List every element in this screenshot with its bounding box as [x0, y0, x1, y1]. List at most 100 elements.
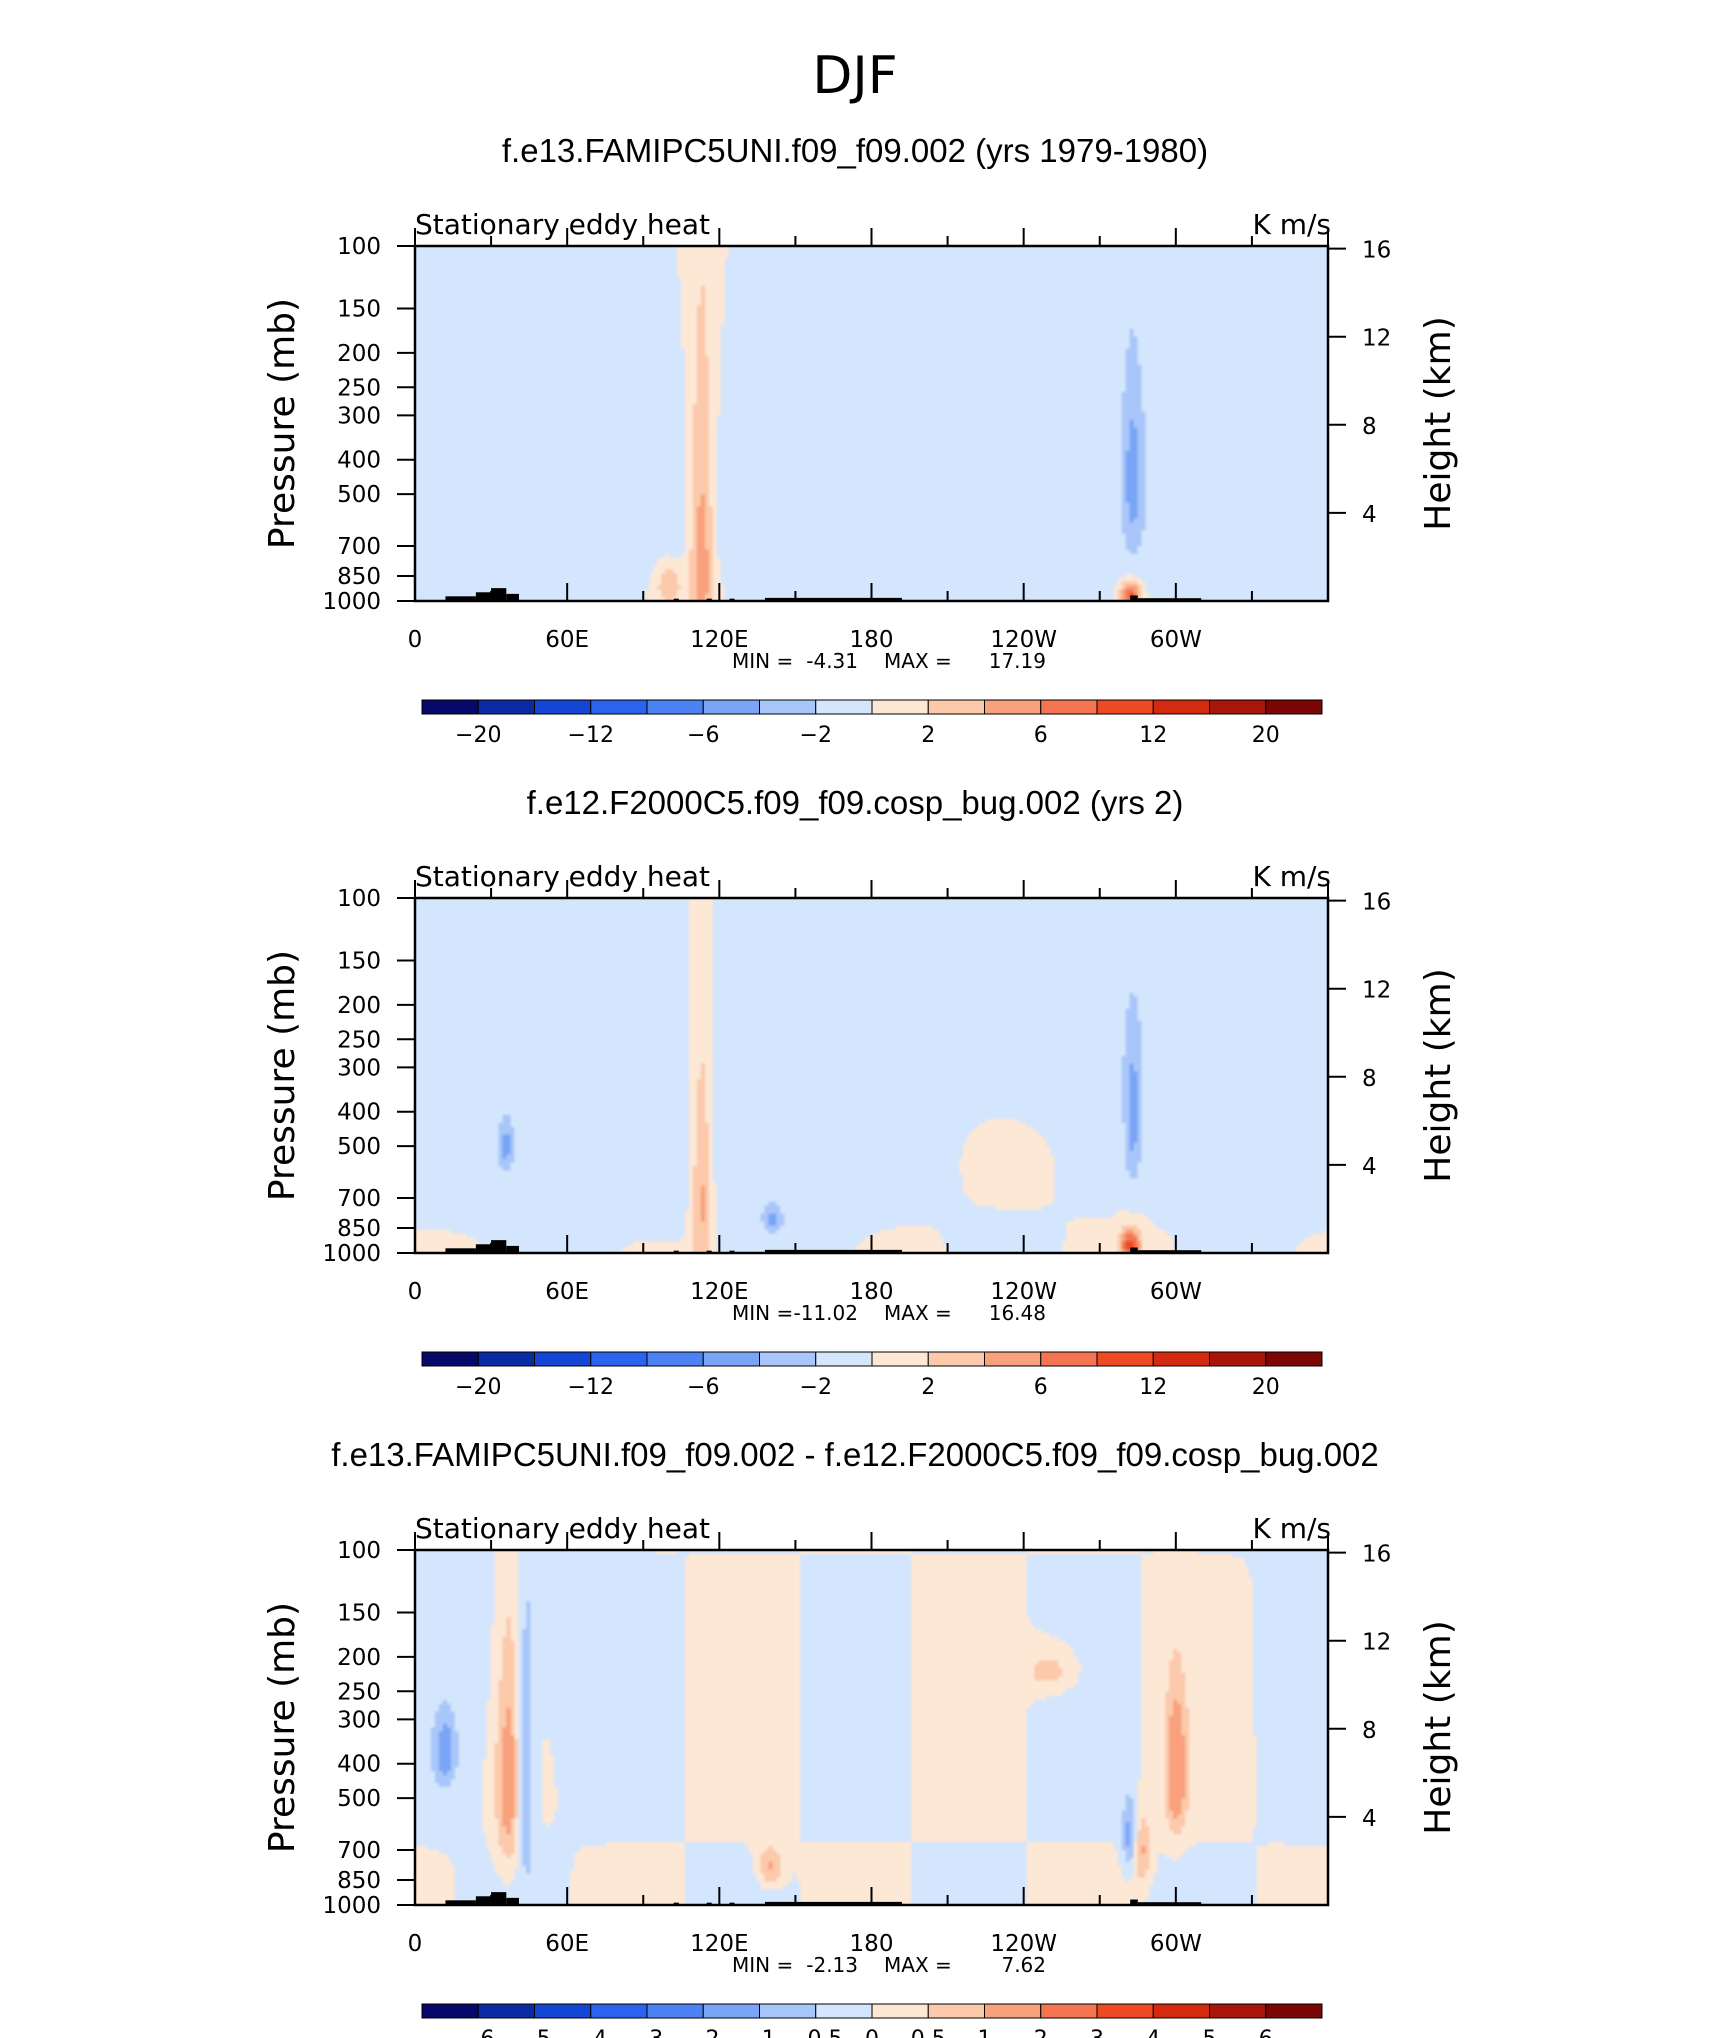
y-tick-label: 850 [337, 1868, 381, 1894]
colorbar-swatch [1209, 1351, 1267, 1367]
variable-label: Stationary eddy heat [415, 860, 710, 893]
colorbar-swatch [815, 2003, 873, 2019]
colorbar-swatch [534, 1351, 592, 1367]
colorbar-label: 6 [1259, 2027, 1273, 2038]
colorbar-label: −6 [462, 2027, 494, 2038]
units-label: K m/s [1252, 208, 1331, 241]
colorbar: −20 −12 −6 −2 2 6 12 20 [421, 699, 1323, 748]
colorbar-swatch [984, 1351, 1042, 1367]
x-tick-label: 180 [850, 1279, 894, 1305]
colorbar-swatch [421, 2003, 479, 2019]
colorbar-swatch [815, 1351, 873, 1367]
colorbar-label: −5 [518, 2027, 550, 2038]
colorbar-label: −20 [455, 723, 501, 748]
y2-tick-label: 12 [1362, 326, 1391, 352]
y2-axis-label: Height (km) [1418, 316, 1459, 530]
colorbar-swatch [534, 2003, 592, 2019]
colorbar-swatch [1040, 2003, 1098, 2019]
contour-field [415, 1550, 1328, 1905]
y-tick-label: 100 [337, 1538, 381, 1564]
colorbar-label: 4 [1146, 2027, 1160, 2038]
y2-tick-label: 4 [1362, 1806, 1377, 1832]
x-tick-label: 120E [690, 1931, 748, 1957]
max-value: 17.19 [989, 649, 1046, 673]
colorbar-label: −6 [687, 723, 719, 748]
y2-tick-label: 16 [1362, 238, 1391, 264]
max-label: MAX = [884, 1301, 952, 1325]
topography [475, 1896, 492, 1905]
colorbar-swatch [815, 699, 873, 715]
max-label: MAX = [884, 1953, 952, 1977]
colorbar-swatch [534, 699, 592, 715]
contour-field [415, 898, 1328, 1253]
variable-label: Stationary eddy heat [415, 1512, 710, 1545]
colorbar-swatch [759, 699, 817, 715]
colorbar-swatch [984, 699, 1042, 715]
x-tick-label: 60E [545, 627, 589, 653]
x-tick-label: 60E [545, 1931, 589, 1957]
topography [491, 1240, 507, 1253]
colorbar-label: 2 [921, 1375, 935, 1400]
colorbar-swatch [1152, 2003, 1210, 2019]
variable-label: Stationary eddy heat [415, 208, 710, 241]
x-tick-label: 180 [850, 1931, 894, 1957]
y-tick-label: 200 [337, 993, 381, 1019]
x-tick-label: 120W [990, 627, 1057, 653]
chart-panel-2: f.e12.F2000C5.f09_f09.cosp_bug.002 (yrs … [262, 784, 1459, 1400]
y-tick-label: 700 [337, 1186, 381, 1212]
topography [491, 588, 507, 601]
colorbar-swatch [1096, 1351, 1154, 1367]
topography [1137, 1902, 1202, 1905]
x-tick-label: 120W [990, 1279, 1057, 1305]
colorbar-label: −2 [800, 1375, 832, 1400]
colorbar-label: 20 [1252, 1375, 1280, 1400]
x-tick-label: 60W [1150, 1279, 1202, 1305]
x-tick-label: 120E [690, 627, 748, 653]
colorbar-label: 3 [1090, 2027, 1104, 2038]
y-axis-label: Pressure (mb) [262, 298, 303, 549]
colorbar-swatch [759, 1351, 817, 1367]
colorbar-label: −3 [631, 2027, 663, 2038]
y-tick-label: 1000 [322, 1893, 381, 1919]
colorbar-swatch [477, 2003, 535, 2019]
colorbar-swatch [646, 1351, 704, 1367]
y-tick-label: 150 [337, 949, 381, 975]
x-tick-label: 120W [990, 1931, 1057, 1957]
topography [475, 1244, 492, 1253]
colorbar-swatch [1209, 2003, 1267, 2019]
y-tick-label: 250 [337, 375, 381, 401]
colorbar-label: −20 [455, 1375, 501, 1400]
colorbar-swatch [702, 1351, 760, 1367]
y-tick-label: 1000 [322, 589, 381, 615]
colorbar-label: 5 [1203, 2027, 1217, 2038]
colorbar-swatch [590, 1351, 648, 1367]
y-tick-label: 200 [337, 341, 381, 367]
x-tick-label: 120E [690, 1279, 748, 1305]
colorbar-swatch [646, 699, 704, 715]
colorbar-swatch [477, 1351, 535, 1367]
min-label: MIN = [732, 1953, 793, 1977]
colorbar-swatch [871, 1351, 929, 1367]
y-tick-label: 150 [337, 297, 381, 323]
y-tick-label: 1000 [322, 1241, 381, 1267]
topography [445, 596, 476, 601]
colorbar-swatch [927, 699, 985, 715]
x-tick-label: 60E [545, 1279, 589, 1305]
chart-panel-3: f.e13.FAMIPC5UNI.f09_f09.002 - f.e12.F20… [262, 1436, 1459, 2038]
y-tick-label: 250 [337, 1679, 381, 1705]
x-tick-label: 60W [1150, 627, 1202, 653]
y2-tick-label: 8 [1362, 1066, 1377, 1092]
colorbar-label: 12 [1139, 723, 1167, 748]
colorbar-label: 0 [865, 2027, 879, 2038]
colorbar-label: −2 [687, 2027, 719, 2038]
colorbar-label: 0.5 [911, 2027, 946, 2038]
topography [764, 597, 902, 601]
colorbar-swatch [1209, 699, 1267, 715]
topography [764, 1901, 902, 1905]
y-tick-label: 100 [337, 234, 381, 260]
colorbar-label: 2 [921, 723, 935, 748]
topography [1130, 1247, 1138, 1253]
colorbar-label: −12 [568, 1375, 614, 1400]
y-tick-label: 400 [337, 1752, 381, 1778]
topography [506, 1897, 519, 1905]
